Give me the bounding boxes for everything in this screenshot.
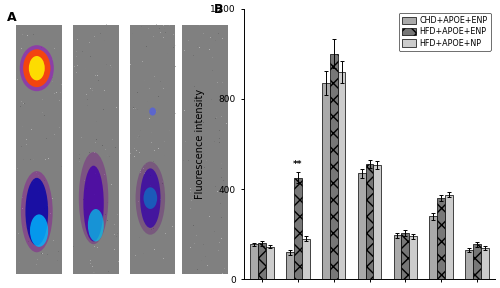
Bar: [302, 239, 310, 279]
Bar: [438, 198, 445, 279]
Bar: [130, 25, 176, 274]
Bar: [410, 236, 417, 279]
Ellipse shape: [20, 45, 54, 91]
Bar: [258, 243, 266, 279]
Bar: [366, 164, 374, 279]
Bar: [374, 165, 382, 279]
Bar: [294, 178, 302, 279]
Ellipse shape: [149, 107, 156, 115]
Text: NP+HFD: NP+HFD: [82, 17, 110, 22]
Text: A: A: [8, 11, 17, 24]
Bar: [250, 245, 258, 279]
Ellipse shape: [23, 49, 50, 87]
Bar: [266, 247, 274, 279]
Ellipse shape: [136, 162, 165, 235]
Bar: [322, 83, 330, 279]
Text: B: B: [214, 3, 224, 16]
Bar: [338, 72, 345, 279]
Bar: [16, 25, 62, 274]
Bar: [465, 250, 473, 279]
Ellipse shape: [26, 178, 48, 245]
Bar: [481, 248, 489, 279]
Bar: [430, 216, 438, 279]
Bar: [182, 25, 228, 274]
Text: **: **: [293, 160, 302, 169]
Bar: [402, 233, 409, 279]
Text: PBS+HFD: PBS+HFD: [190, 17, 220, 22]
Ellipse shape: [88, 209, 104, 241]
Bar: [73, 25, 118, 274]
Ellipse shape: [79, 152, 108, 244]
Ellipse shape: [140, 168, 160, 228]
Bar: [445, 195, 453, 279]
Text: ENP+HFD: ENP+HFD: [24, 17, 54, 22]
Ellipse shape: [29, 56, 44, 80]
Bar: [394, 235, 402, 279]
Bar: [330, 54, 338, 279]
Bar: [286, 252, 294, 279]
Legend: CHD+APOE+ENP, HFD+APOE+ENP, HFD+APOE+NP: CHD+APOE+ENP, HFD+APOE+ENP, HFD+APOE+NP: [398, 13, 491, 51]
Bar: [358, 173, 366, 279]
Text: ENP+CHD: ENP+CHD: [137, 17, 168, 22]
Ellipse shape: [30, 214, 48, 247]
Ellipse shape: [144, 187, 157, 209]
Ellipse shape: [21, 171, 52, 252]
Bar: [473, 245, 481, 279]
Y-axis label: Fluorescence intensity: Fluorescence intensity: [194, 89, 204, 199]
Ellipse shape: [84, 166, 104, 241]
